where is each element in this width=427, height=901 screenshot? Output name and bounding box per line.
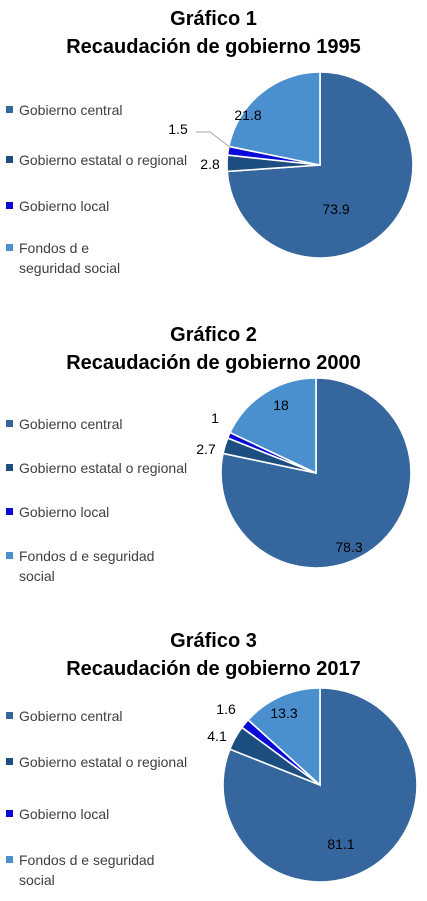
slice-fondos-seguridad-social — [227, 71, 321, 166]
legend-swatch-estatal — [6, 156, 13, 163]
legend-label: Fondos d e seguridad social — [19, 548, 155, 584]
data-label-gobierno-central: 78.3 — [335, 539, 362, 555]
chart-2-title-line1: Gráfico 2 — [170, 324, 257, 346]
legend-swatch-fondos — [6, 856, 13, 863]
legend-swatch-estatal — [6, 758, 13, 765]
chart-3-pie: 81.1 4.1 1.6 13.3 — [207, 687, 418, 883]
leader-line — [196, 131, 232, 149]
legend-swatch-central — [6, 712, 13, 719]
legend-label: Gobierno central — [19, 102, 123, 118]
chart-3: Gráfico 3 Recaudación de gobierno 2017 G… — [0, 610, 427, 901]
legend-label: Gobierno local — [19, 806, 110, 822]
legend-label: Fondos d e seguridad social — [19, 852, 155, 888]
legend-swatch-fondos — [6, 244, 13, 251]
chart-3-title-line2: Recaudación de gobierno 2017 — [66, 658, 361, 680]
chart-3-legend-item-central: Gobierno central — [6, 706, 189, 726]
legend-label: Gobierno local — [19, 198, 110, 214]
chart-1-title-line2: Recaudación de gobierno 1995 — [66, 36, 361, 58]
chart-1: Gráfico 1 Recaudación de gobierno 1995 G… — [0, 0, 427, 300]
data-label-gobierno-central: 81.1 — [327, 836, 354, 852]
legend-label: Gobierno local — [19, 504, 110, 520]
chart-1-legend-item-local: Gobierno local — [6, 196, 189, 216]
slice-fondos-seguridad-social — [228, 377, 317, 475]
data-label-gobierno-estatal: 4.1 — [207, 728, 227, 744]
legend-label: Fondos d e seguridad social — [19, 240, 121, 276]
legend-swatch-local — [6, 508, 13, 515]
data-label-gobierno-estatal: 2.8 — [200, 156, 220, 172]
chart-3-legend-item-fondos: Fondos d e seguridad social — [6, 850, 179, 890]
legend-swatch-fondos — [6, 552, 13, 559]
chart-1-legend-item-central: Gobierno central — [6, 100, 189, 120]
chart-2-title-line2: Recaudación de gobierno 2000 — [66, 352, 361, 374]
slice-fondos-seguridad-social — [246, 687, 321, 787]
legend-swatch-estatal — [6, 464, 13, 471]
chart-3-legend-item-estatal: Gobierno estatal o regional — [6, 752, 189, 772]
chart-2: Gráfico 2 Recaudación de gobierno 2000 G… — [0, 300, 427, 610]
legend-swatch-local — [6, 202, 13, 209]
chart-3-legend-item-local: Gobierno local — [6, 804, 189, 824]
data-label-gobierno-local: 1.6 — [216, 701, 236, 717]
chart-2-legend-item-local: Gobierno local — [6, 502, 189, 522]
legend-swatch-central — [6, 106, 13, 113]
data-label-gobierno-estatal: 2.7 — [196, 441, 216, 457]
data-label-gobierno-local: 1 — [211, 410, 219, 426]
legend-swatch-central — [6, 420, 13, 427]
chart-3-title-line1: Gráfico 3 — [170, 630, 257, 652]
chart-2-legend-item-fondos: Fondos d e seguridad social — [6, 546, 179, 586]
chart-2-pie: 78.3 2.7 1 18 — [196, 377, 412, 569]
data-label-fondos-seguridad-social: 13.3 — [270, 705, 297, 721]
legend-label: Gobierno estatal o regional — [19, 754, 188, 770]
chart-1-legend-item-fondos: Fondos d e seguridad social — [6, 238, 139, 278]
data-label-fondos-seguridad-social: 18 — [273, 397, 289, 413]
chart-1-pie: 73.9 2.8 1.5 21.8 — [168, 71, 414, 259]
data-label-gobierno-local: 1.5 — [168, 121, 188, 137]
chart-1-title-line1: Gráfico 1 — [170, 8, 257, 30]
chart-2-legend-item-central: Gobierno central — [6, 414, 189, 434]
data-label-gobierno-central: 73.9 — [322, 201, 349, 217]
legend-label: Gobierno central — [19, 708, 123, 724]
chart-1-legend-item-estatal: Gobierno estatal o regional — [6, 150, 189, 170]
data-label-fondos-seguridad-social: 21.8 — [234, 107, 261, 123]
legend-label: Gobierno estatal o regional — [19, 460, 188, 476]
legend-swatch-local — [6, 810, 13, 817]
legend-label: Gobierno central — [19, 416, 123, 432]
legend-label: Gobierno estatal o regional — [19, 152, 188, 168]
chart-2-legend-item-estatal: Gobierno estatal o regional — [6, 458, 189, 478]
